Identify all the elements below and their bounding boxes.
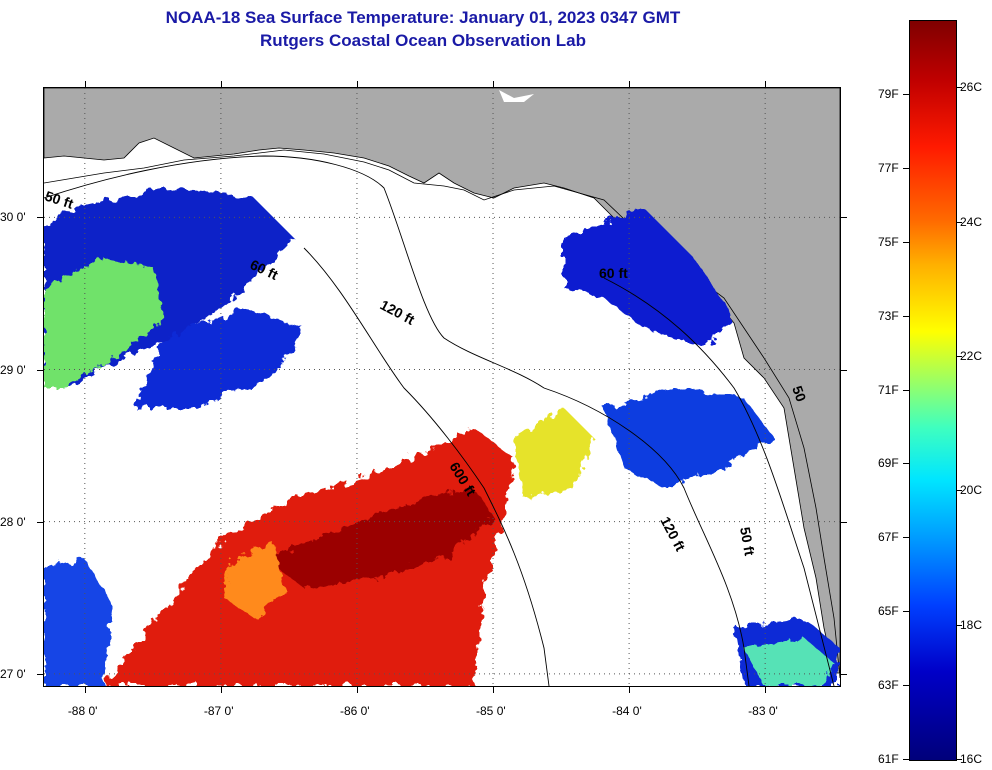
latitude-tick-label: 28 0': [0, 514, 26, 529]
latitude-tick-label: 27 0': [0, 666, 26, 681]
temperature-colorbar: [909, 20, 957, 761]
latitude-tick-label: 29 0': [0, 362, 26, 377]
tick-mark: [37, 673, 43, 675]
contour-label: 50 ft: [44, 188, 76, 212]
colorbar-tick: [956, 624, 962, 626]
longitude-tick-label: -88 0': [67, 704, 98, 718]
colorbar-tick: [903, 463, 909, 465]
contour-label: 60 ft: [599, 265, 628, 281]
colorbar-tick: [903, 93, 909, 95]
coastline: [44, 149, 840, 679]
colorbar-fahrenheit-label: 65F: [878, 604, 899, 619]
colorbar-tick: [903, 241, 909, 243]
sst-cool-south: [744, 638, 834, 686]
latitude-tick-label: 30 0': [0, 210, 26, 225]
sst-cold-shelf-east: [604, 388, 774, 488]
colorbar-fahrenheit-label: 67F: [878, 530, 899, 545]
colorbar-celsius-label: 22C: [960, 348, 983, 363]
bathymetry-contours: [44, 155, 835, 686]
tick-mark: [629, 81, 631, 87]
tick-mark: [37, 217, 43, 219]
sst-cold-bigbend: [564, 208, 734, 348]
colorbar-tick: [956, 490, 962, 492]
colorbar-fahrenheit-label: 61F: [878, 752, 899, 766]
colorbar-tick: [903, 685, 909, 687]
tick-mark: [841, 369, 847, 371]
sst-warm-orange: [224, 543, 284, 618]
colorbar-tick: [956, 87, 962, 89]
tick-mark: [37, 369, 43, 371]
colorbar-fahrenheit-label: 73F: [878, 308, 899, 323]
contour-label: 120 ft: [657, 514, 688, 554]
colorbar-tick: [903, 759, 909, 760]
colorbar-celsius-label: 16C: [960, 752, 983, 766]
map-title: NOAA-18 Sea Surface Temperature: January…: [165, 8, 681, 27]
tick-mark: [220, 687, 222, 693]
sst-cool-west: [44, 258, 164, 388]
colorbar-fahrenheit-label: 79F: [878, 86, 899, 101]
longitude-tick-label: -87 0': [203, 704, 234, 718]
sst-cold-southwest: [44, 558, 114, 686]
map-subtitle: Rutgers Coastal Ocean Observation Lab: [260, 31, 586, 50]
colorbar-tick: [903, 315, 909, 317]
colorbar-celsius-label: 18C: [960, 617, 983, 632]
tick-mark: [841, 521, 847, 523]
colorbar-tick: [903, 537, 909, 539]
colorbar-fahrenheit-label: 75F: [878, 234, 899, 249]
tick-mark: [356, 687, 358, 693]
tick-mark: [220, 81, 222, 87]
colorbar-tick: [956, 355, 962, 357]
tick-mark: [356, 81, 358, 87]
tick-mark: [765, 687, 767, 693]
sst-map-svg: 50 ft 60 ft 120 ft 600 ft 60 ft 120 ft 5…: [44, 88, 840, 686]
longitude-tick-label: -85 0': [476, 704, 506, 718]
tick-mark: [841, 673, 847, 675]
sst-cold-central: [134, 308, 304, 408]
longitude-tick-label: -83 0': [748, 704, 778, 718]
colorbar-tick: [956, 221, 962, 223]
tick-mark: [84, 81, 86, 87]
tick-mark: [493, 81, 495, 87]
colorbar-fahrenheit-label: 71F: [878, 382, 899, 397]
tick-mark: [37, 521, 43, 523]
longitude-tick-label: -86 0': [339, 704, 370, 718]
sst-cool-midshelf: [514, 408, 594, 498]
colorbar-celsius-label: 24C: [960, 214, 983, 229]
colorbar-tick: [903, 167, 909, 169]
colorbar-tick: [956, 759, 962, 760]
colorbar-celsius-label: 20C: [960, 483, 983, 498]
colorbar-fahrenheit-label: 63F: [878, 678, 899, 693]
contour-label: 50: [789, 384, 809, 404]
sst-map: 50 ft 60 ft 120 ft 600 ft 60 ft 120 ft 5…: [44, 88, 840, 686]
longitude-tick-label: -84 0': [612, 704, 642, 718]
tick-mark: [841, 217, 847, 219]
tick-mark: [629, 687, 631, 693]
colorbar-tick: [903, 611, 909, 613]
colorbar-fahrenheit-label: 77F: [878, 160, 899, 175]
sst-hot-core: [264, 488, 494, 588]
contour-label: 120 ft: [378, 297, 418, 328]
inland-lake: [499, 90, 534, 102]
colorbar-celsius-label: 26C: [960, 80, 983, 95]
tick-mark: [84, 687, 86, 693]
contour-label: 50 ft: [737, 526, 758, 557]
tick-mark: [493, 687, 495, 693]
colorbar-tick: [903, 389, 909, 391]
colorbar-fahrenheit-label: 69F: [878, 456, 899, 471]
tick-mark: [765, 81, 767, 87]
